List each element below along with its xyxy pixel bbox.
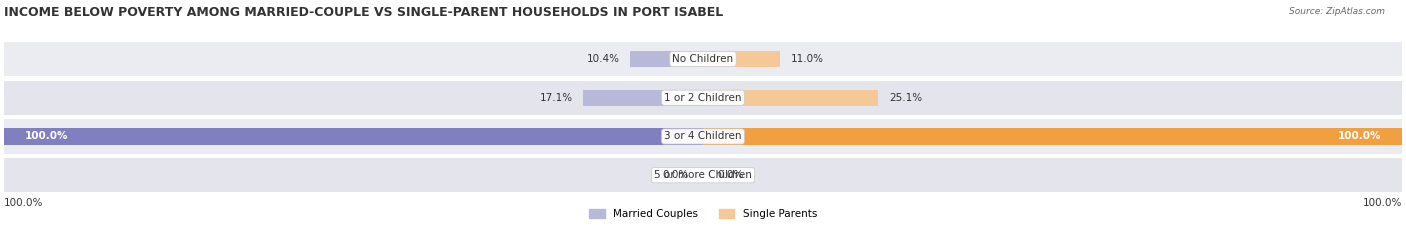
Text: 100.0%: 100.0%: [25, 131, 69, 141]
Text: No Children: No Children: [672, 54, 734, 64]
Bar: [703, 128, 1402, 145]
Text: 3 or 4 Children: 3 or 4 Children: [664, 131, 742, 141]
Text: Source: ZipAtlas.com: Source: ZipAtlas.com: [1289, 7, 1385, 16]
Text: 100.0%: 100.0%: [1337, 131, 1381, 141]
Text: 100.0%: 100.0%: [1362, 198, 1402, 208]
Text: 5 or more Children: 5 or more Children: [654, 170, 752, 180]
Text: INCOME BELOW POVERTY AMONG MARRIED-COUPLE VS SINGLE-PARENT HOUSEHOLDS IN PORT IS: INCOME BELOW POVERTY AMONG MARRIED-COUPL…: [4, 6, 724, 19]
Bar: [4, 81, 1402, 115]
Bar: [4, 158, 1402, 192]
Text: 10.4%: 10.4%: [586, 54, 620, 64]
Bar: [583, 90, 703, 106]
Text: 0.0%: 0.0%: [717, 170, 744, 180]
Bar: [4, 120, 1402, 154]
Legend: Married Couples, Single Parents: Married Couples, Single Parents: [585, 205, 821, 223]
Text: 1 or 2 Children: 1 or 2 Children: [664, 93, 742, 103]
Text: 17.1%: 17.1%: [540, 93, 574, 103]
Bar: [703, 51, 780, 67]
Bar: [630, 51, 703, 67]
Bar: [4, 42, 1402, 76]
Text: 0.0%: 0.0%: [662, 170, 689, 180]
Bar: [703, 90, 879, 106]
Bar: [4, 128, 703, 145]
Text: 25.1%: 25.1%: [889, 93, 922, 103]
Text: 11.0%: 11.0%: [790, 54, 824, 64]
Text: 100.0%: 100.0%: [4, 198, 44, 208]
